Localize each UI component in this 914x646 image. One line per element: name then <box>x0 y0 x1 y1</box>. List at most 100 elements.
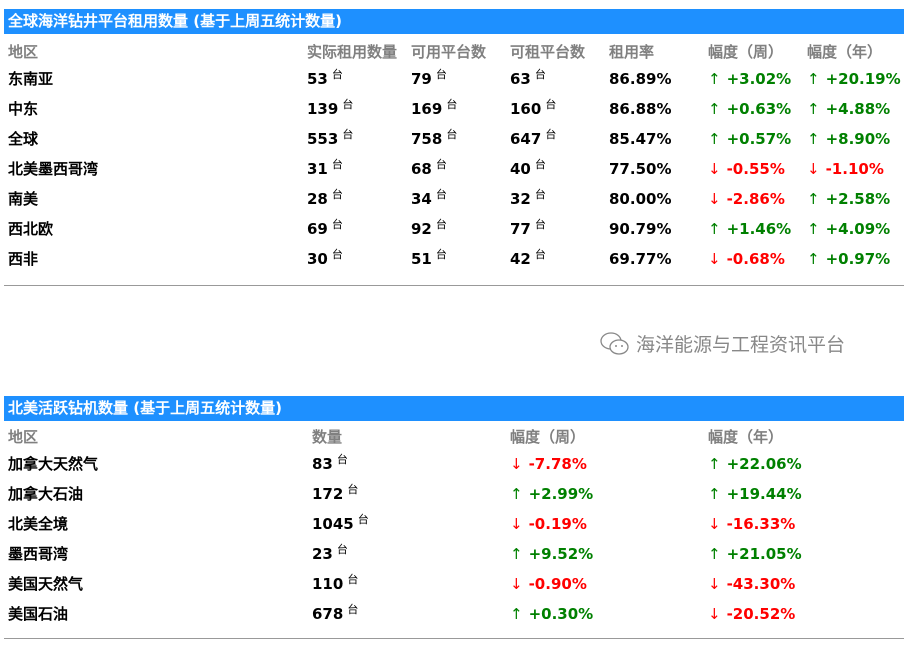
weekly-change-cell: ↑ +9.52% <box>510 539 593 569</box>
available-count: 34 <box>411 190 432 208</box>
arrow-down-icon: ↓ <box>807 160 820 178</box>
region: 北美墨西哥湾 <box>8 160 99 178</box>
column-header: 可用平台数 <box>411 43 487 61</box>
used-count-cell: 53 台 <box>307 64 343 96</box>
utilization-rate-cell: 85.47% <box>609 124 671 154</box>
region: 加拿大石油 <box>8 485 84 503</box>
region-cell: 美国石油 <box>8 599 68 629</box>
available-count: 79 <box>411 70 432 88</box>
weekly-change-cell: ↑ +0.63% <box>708 94 791 124</box>
utilization-rate: 86.88% <box>609 100 672 118</box>
available-count: 51 <box>411 250 432 268</box>
arrow-down-icon: ↓ <box>510 515 523 533</box>
utilization-rate: 86.89% <box>609 70 672 88</box>
yearly-change-cell: ↑ +4.09% <box>807 214 890 244</box>
rig-count-cell: 83 台 <box>312 449 348 481</box>
region: 北美全境 <box>8 515 69 533</box>
available-count-cell: 92 台 <box>411 214 447 246</box>
arrow-down-icon: ↓ <box>708 575 721 593</box>
column-header: 幅度（年） <box>708 428 784 446</box>
yearly-change: +8.90% <box>825 130 891 148</box>
utilization-rate: 90.79% <box>609 220 672 238</box>
used-count: 139 <box>307 100 339 118</box>
weekly-change: -0.68% <box>726 250 785 268</box>
table2-bottom-divider <box>4 638 904 639</box>
used-count-cell: 553 台 <box>307 124 353 156</box>
table-row: 北美全境 1045 台 ↓ -0.19% ↓ -16.33% <box>0 509 914 539</box>
rig-count: 1045 <box>312 515 354 533</box>
region-cell: 加拿大天然气 <box>8 449 98 479</box>
arrow-down-icon: ↓ <box>510 575 523 593</box>
rig-count: 678 <box>312 605 344 623</box>
rentable-count-cell: 77 台 <box>510 214 546 246</box>
weekly-change: -0.90% <box>528 575 587 593</box>
utilization-rate-cell: 77.50% <box>609 154 671 184</box>
rig-count-cell: 678 台 <box>312 599 358 631</box>
yearly-change: +19.44% <box>726 485 802 503</box>
yearly-change-cell: ↑ +19.44% <box>708 479 802 509</box>
arrow-up-icon: ↑ <box>807 220 820 238</box>
yearly-change-cell: ↑ +2.58% <box>807 184 890 214</box>
region: 墨西哥湾 <box>8 545 69 563</box>
utilization-rate: 85.47% <box>609 130 672 148</box>
utilization-rate-cell: 80.00% <box>609 184 671 214</box>
yearly-change: -16.33% <box>726 515 796 533</box>
table2-header-row: 地区 数量 幅度（周） 幅度（年） <box>0 422 914 452</box>
arrow-up-icon: ↑ <box>708 130 721 148</box>
table-row: 加拿大天然气 83 台 ↓ -7.78% ↑ +22.06% <box>0 449 914 479</box>
weekly-change: +0.57% <box>726 130 792 148</box>
weekly-change: +3.02% <box>726 70 792 88</box>
utilization-rate-cell: 90.79% <box>609 214 671 244</box>
unit-label: 台 <box>534 248 546 261</box>
table-row: 西北欧 69 台 92 台 77 台 90.79% ↑ +1.46% ↑ +4.09% <box>0 214 914 244</box>
utilization-rate-cell: 86.88% <box>609 94 671 124</box>
region: 西北欧 <box>8 220 54 238</box>
utilization-rate: 77.50% <box>609 160 672 178</box>
region-cell: 加拿大石油 <box>8 479 83 509</box>
column-header: 实际租用数量 <box>307 43 398 61</box>
unit-label: 台 <box>347 573 359 586</box>
region-cell: 全球 <box>8 124 38 154</box>
yearly-change: +2.58% <box>825 190 891 208</box>
region: 南美 <box>8 190 39 208</box>
unit-label: 台 <box>342 98 354 111</box>
yearly-change-cell: ↑ +0.97% <box>807 244 890 274</box>
available-count-cell: 34 台 <box>411 184 447 216</box>
arrow-up-icon: ↑ <box>510 605 523 623</box>
unit-label: 台 <box>347 603 359 616</box>
available-count-cell: 758 台 <box>411 124 457 156</box>
rig-count-cell: 110 台 <box>312 569 358 601</box>
unit-label: 台 <box>336 543 348 556</box>
rentable-count-cell: 63 台 <box>510 64 546 96</box>
rentable-count: 63 <box>510 70 531 88</box>
region: 全球 <box>8 130 39 148</box>
unit-label: 台 <box>336 453 348 466</box>
unit-label: 台 <box>342 128 354 141</box>
arrow-up-icon: ↑ <box>510 485 523 503</box>
rig-count-cell: 1045 台 <box>312 509 369 541</box>
weekly-change: +1.46% <box>726 220 792 238</box>
table1-title: 全球海洋钻井平台租用数量 (基于上周五统计数量) <box>4 9 904 34</box>
weekly-change-cell: ↑ +0.57% <box>708 124 791 154</box>
rentable-count-cell: 160 台 <box>510 94 556 126</box>
available-count-cell: 79 台 <box>411 64 447 96</box>
region: 美国天然气 <box>8 575 84 593</box>
column-header: 幅度（年） <box>807 43 883 61</box>
arrow-up-icon: ↑ <box>807 100 820 118</box>
available-count: 169 <box>411 100 443 118</box>
weekly-change-cell: ↓ -0.68% <box>708 244 785 274</box>
weekly-change-cell: ↑ +2.99% <box>510 479 593 509</box>
available-count: 68 <box>411 160 432 178</box>
unit-label: 台 <box>435 68 447 81</box>
arrow-down-icon: ↓ <box>708 515 721 533</box>
unit-label: 台 <box>331 218 343 231</box>
yearly-change: +4.88% <box>825 100 891 118</box>
table2-title: 北美活跃钻机数量 (基于上周五统计数量) <box>4 396 904 421</box>
rentable-count: 42 <box>510 250 531 268</box>
yearly-change-cell: ↓ -20.52% <box>708 599 795 629</box>
arrow-up-icon: ↑ <box>708 100 721 118</box>
utilization-rate-cell: 69.77% <box>609 244 671 274</box>
unit-label: 台 <box>435 188 447 201</box>
table-row: 美国石油 678 台 ↑ +0.30% ↓ -20.52% <box>0 599 914 629</box>
table-row: 全球 553 台 758 台 647 台 85.47% ↑ +0.57% ↑ +8.90% <box>0 124 914 154</box>
